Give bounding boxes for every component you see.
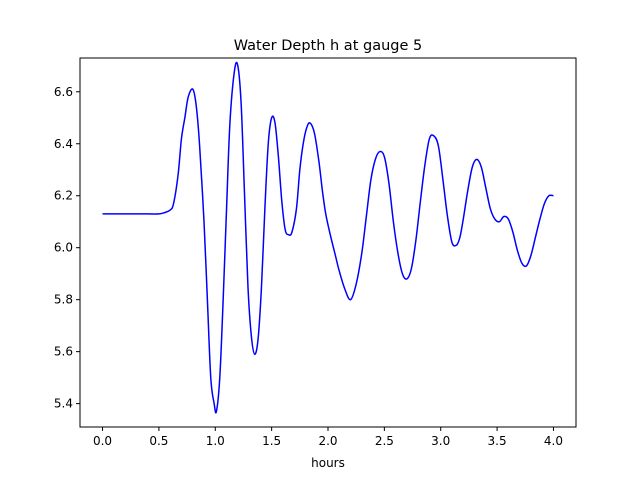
- x-tick-label: 3.5: [488, 434, 507, 448]
- x-tick-label: 2.0: [318, 434, 337, 448]
- x-tick-label: 1.0: [206, 434, 225, 448]
- x-tick-label: 3.0: [431, 434, 450, 448]
- chart-title: Water Depth h at gauge 5: [234, 38, 422, 54]
- x-tick-label: 1.5: [262, 434, 281, 448]
- series-line: [102, 61, 554, 414]
- x-axis: 0.0 0.5 1.0 1.5 2.0 2.5 3.0 3.5 4.0: [93, 427, 563, 448]
- x-tick-label: 2.5: [375, 434, 394, 448]
- y-tick-label: 5.6: [54, 345, 73, 359]
- plot-area: [79, 57, 577, 428]
- x-axis-label: hours: [311, 456, 345, 470]
- x-tick-label: 0.0: [93, 434, 112, 448]
- x-tick-label: 0.5: [149, 434, 168, 448]
- y-tick-label: 6.0: [54, 241, 73, 255]
- y-tick-label: 6.6: [54, 85, 73, 99]
- y-tick-label: 6.2: [54, 189, 73, 203]
- y-tick-label: 5.4: [54, 397, 73, 411]
- y-tick-label: 6.4: [54, 137, 73, 151]
- y-tick-label: 5.8: [54, 293, 73, 307]
- y-axis: 5.4 5.6 5.8 6.0 6.2 6.4 6.6: [54, 85, 80, 411]
- x-tick-label: 4.0: [544, 434, 563, 448]
